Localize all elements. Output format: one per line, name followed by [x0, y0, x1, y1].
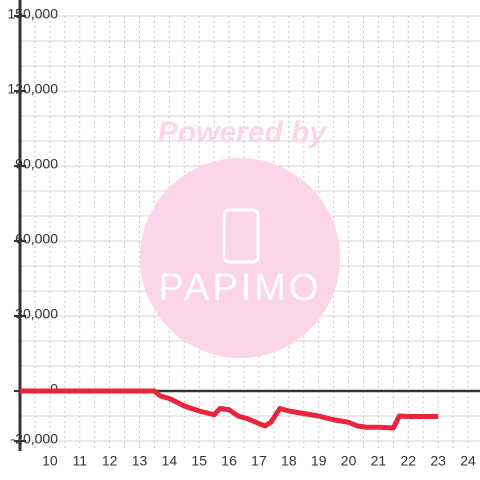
- y-tick-label: 150,000: [7, 6, 58, 22]
- x-tick-label: 24: [460, 453, 476, 469]
- y-tick-label: 90,000: [15, 156, 58, 172]
- x-tick-label: 23: [430, 453, 446, 469]
- data-line: [20, 388, 439, 431]
- x-tick-label: 10: [42, 453, 58, 469]
- watermark-circle: [140, 158, 340, 358]
- x-tick-label: 21: [371, 453, 387, 469]
- x-tick-label: 11: [72, 453, 87, 469]
- y-tick-label: -20,000: [11, 431, 59, 447]
- x-tick-label: 18: [281, 453, 297, 469]
- x-tick-label: 13: [132, 453, 148, 469]
- x-tick-label: 22: [401, 453, 417, 469]
- x-tick-label: 19: [311, 453, 327, 469]
- watermark-icon: [222, 208, 260, 264]
- x-tick-label: 17: [251, 453, 267, 469]
- x-tick-label: 16: [221, 453, 237, 469]
- y-tick-label: 120,000: [7, 81, 58, 97]
- x-tick-label: 15: [191, 453, 207, 469]
- x-tick-label: 12: [102, 453, 118, 469]
- y-tick-label: 30,000: [15, 306, 58, 322]
- y-tick-label: 60,000: [15, 231, 58, 247]
- x-tick-label: 14: [162, 453, 178, 469]
- watermark-text: Powered by: [158, 116, 328, 149]
- x-tick-label: 20: [341, 453, 357, 469]
- watermark-logo: PAPIMO: [159, 267, 322, 309]
